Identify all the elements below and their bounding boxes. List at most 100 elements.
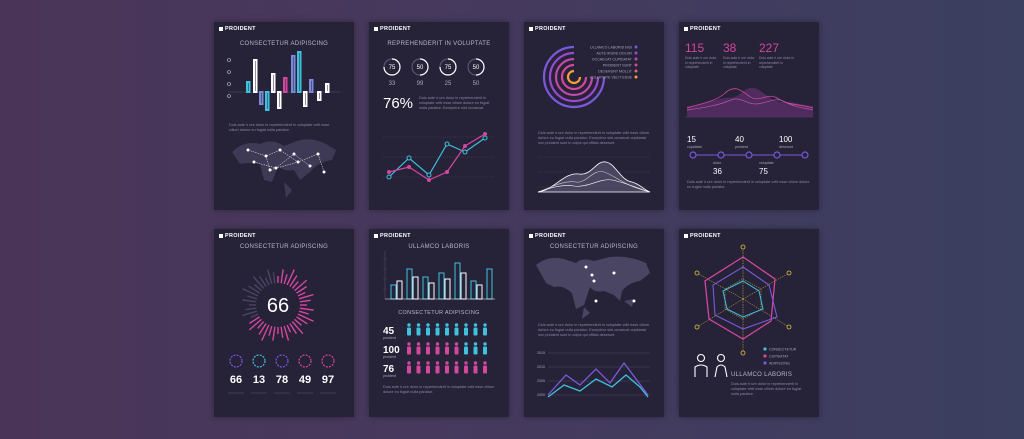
radial-legend-dots [634,45,638,79]
people-value: 100 [383,345,400,356]
gauges-and-lines: 75 50 75 50 33 99 25 50 76% [383,58,495,182]
radar-series-purple [712,266,778,330]
bar-chart-and-map [227,51,340,198]
stat-number: 13 [253,374,265,386]
card-title: CONSECTETUR ADIPISCING [239,41,329,47]
spoke [294,279,308,292]
people-label: proident [383,336,396,340]
brand-logo: PROIDENT [219,233,256,239]
person-icon [426,365,430,374]
person-icon [426,327,430,336]
legend-label: VOLUPTATE VELIT ESSE [590,76,633,80]
spoke [264,277,270,286]
gauge-value: 50 [473,65,480,71]
spoke [248,318,262,331]
person-icon [473,361,478,365]
spoke [249,316,260,324]
spokes [242,269,314,341]
spoke [261,324,270,341]
person-icon [426,323,430,327]
radar-legend [763,347,767,365]
stat-body: Duis aute ir ure dolor in reprehenderit … [759,56,795,70]
person-icon [407,342,411,346]
person-icon [445,365,449,374]
bars-and-pictograms: 45 proident 100 proident 76 proident [383,251,495,378]
stat-number: 97 [322,374,334,386]
person-icon [407,365,411,374]
spoke [257,321,265,329]
brand-logo: PROIDENT [684,26,721,32]
body-text: Duis aute ir ure dolor in reprehenderit … [731,382,802,397]
spoke [272,326,276,341]
milestone-label: deserunt [779,145,793,149]
spoke [242,310,258,317]
spoke [286,269,295,286]
person-icon [483,365,487,374]
person-icon [473,327,478,336]
card-title: ULLAMCO LABORIS [408,244,470,250]
person-icon [407,346,411,355]
people-value: 45 [383,326,395,337]
radar-series-cyan [722,280,764,318]
legend-label: CUPIDATAT [769,355,789,359]
milestone-value: 36 [713,167,722,176]
person-icon [473,342,478,346]
person-icon [435,327,440,336]
body-text: Duis aute ir ure dolor in reprehenderit … [687,180,810,190]
legend-label: CONSECTETUR [769,348,797,352]
people-label: proident [383,374,396,378]
year-label: 2015 [537,351,545,355]
spoke [298,310,309,315]
spoke [283,274,288,285]
spoke [291,281,299,289]
person-icon [464,365,468,374]
milestone-value: 100 [779,135,793,144]
stat-value: 115 [685,41,704,55]
gauge-rings [383,58,485,76]
people-label: proident [383,355,396,359]
year-label: 2005 [537,379,545,383]
people-value: 76 [383,364,395,375]
gauge-sub: 50 [473,81,480,87]
person-icon [483,361,487,365]
spoke [289,323,297,334]
stat-body: Duis aute ir ure dolor in reprehenderit … [685,56,717,70]
brand-logo: PROIDENT [374,26,411,32]
big-number: 66 [267,295,289,317]
person-icon [416,365,421,374]
gauge-value: 75 [389,65,396,71]
people-pictogram-rows [407,323,487,374]
card-title: CONSECTETUR ADIPISCING [549,244,639,250]
spoke [259,276,267,287]
person-icon [483,346,487,355]
spoke [242,288,259,297]
legend-label: DESERUNT MOLLIT [598,70,632,74]
spoke [297,291,306,297]
card-bars-people: PROIDENT ULLAMCO LABORIS 45 proident 100… [369,229,509,417]
person-icon [416,346,421,355]
spoke [266,269,273,285]
person-icon [454,342,459,346]
world-map [232,139,336,198]
gauge-sub: 25 [445,81,452,87]
legend-label: AUTE IRURE DOLOR [596,52,632,56]
person-icon [435,361,440,365]
area-chart [537,156,651,193]
brand-logo: PROIDENT [684,233,721,239]
mountain-line-chart [547,352,650,398]
spoke [297,313,314,322]
person-icon [435,323,440,327]
stat-body: Duis aute ir ure dolor in reprehenderit … [723,56,755,70]
timeline [689,151,809,159]
radar-grid [696,247,790,353]
radial-bar-chart [542,45,606,109]
spoke [247,295,258,300]
person-icon [445,342,449,346]
person-icon [473,323,478,327]
person-icon [416,361,421,365]
spoke [258,323,267,335]
milestone-label: dolor [713,161,722,165]
card-title: ULLAMCO LABORIS [731,372,793,378]
spoke [286,324,292,333]
legend-label: ULLAMCO LABORIS NISI [590,46,632,50]
